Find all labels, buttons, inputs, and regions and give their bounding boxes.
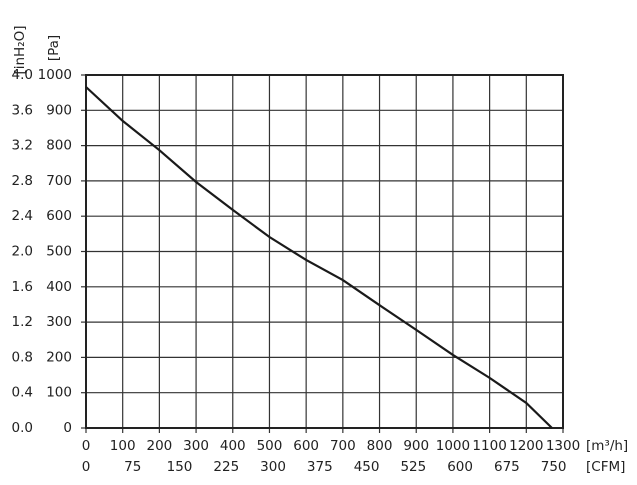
plot-border	[85, 74, 564, 429]
y2-tick-label: 0.8	[12, 349, 33, 365]
x2-tick-label: 225	[213, 459, 239, 475]
x-tick-label: 1100	[472, 438, 506, 454]
x2-tick-label: 600	[447, 459, 473, 475]
y-tick-label: 1000	[38, 67, 72, 83]
y-tick-label: 500	[46, 244, 72, 260]
x2-tick-label: 525	[400, 459, 426, 475]
x-tick-label: 800	[367, 438, 393, 454]
x-tick-label: 1000	[436, 438, 470, 454]
x2-tick-label: 750	[541, 459, 567, 475]
y2-tick-label: 0.4	[12, 385, 33, 401]
y2-tick-label: 3.2	[12, 138, 33, 154]
y2-tick-label: 2.0	[12, 244, 33, 260]
x-tick-label: 300	[183, 438, 209, 454]
y2-axis-label: [inH₂O]	[12, 25, 28, 74]
y-tick-label: 700	[46, 173, 72, 189]
y-axis-label: [Pa]	[46, 35, 62, 61]
x-tick-label: 0	[82, 438, 91, 454]
y-tick-label: 400	[46, 279, 72, 295]
y2-tick-label: 1.2	[12, 314, 33, 330]
x2-tick-label: 450	[354, 459, 380, 475]
y-tick-label: 200	[46, 349, 72, 365]
y-tick-label: 100	[46, 385, 72, 401]
y2-tick-label: 1.6	[12, 279, 33, 295]
x2-tick-label: 375	[307, 459, 333, 475]
x-tick-label: 400	[220, 438, 246, 454]
y-tick-label: 900	[46, 102, 72, 118]
y-tick-label: 600	[46, 208, 72, 224]
x-tick-label: 600	[293, 438, 319, 454]
y2-tick-label: 4.0	[12, 67, 33, 83]
x-tick-label: 500	[257, 438, 283, 454]
x-tick-label: 100	[110, 438, 136, 454]
x2-tick-label: 675	[494, 459, 520, 475]
y2-tick-label: 0.0	[12, 420, 33, 436]
y-tick-label: 0	[63, 420, 72, 436]
x2-tick-label: 0	[82, 459, 91, 475]
y2-tick-label: 2.4	[12, 208, 33, 224]
x2-tick-label: 150	[167, 459, 193, 475]
y2-tick-label: 3.6	[12, 102, 33, 118]
x-tick-label: 700	[330, 438, 356, 454]
x-axis-label: [m³/h]	[586, 438, 628, 454]
x-tick-label: 1300	[546, 438, 580, 454]
x-tick-label: 1200	[509, 438, 543, 454]
x2-axis-label: [CFM]	[586, 459, 625, 475]
x2-tick-label: 300	[260, 459, 286, 475]
x2-tick-label: 75	[124, 459, 141, 475]
y-tick-label: 800	[46, 138, 72, 154]
x-tick-label: 900	[403, 438, 429, 454]
y-tick-label: 300	[46, 314, 72, 330]
y2-tick-label: 2.8	[12, 173, 33, 189]
curve	[85, 86, 553, 429]
x-tick-label: 200	[146, 438, 172, 454]
